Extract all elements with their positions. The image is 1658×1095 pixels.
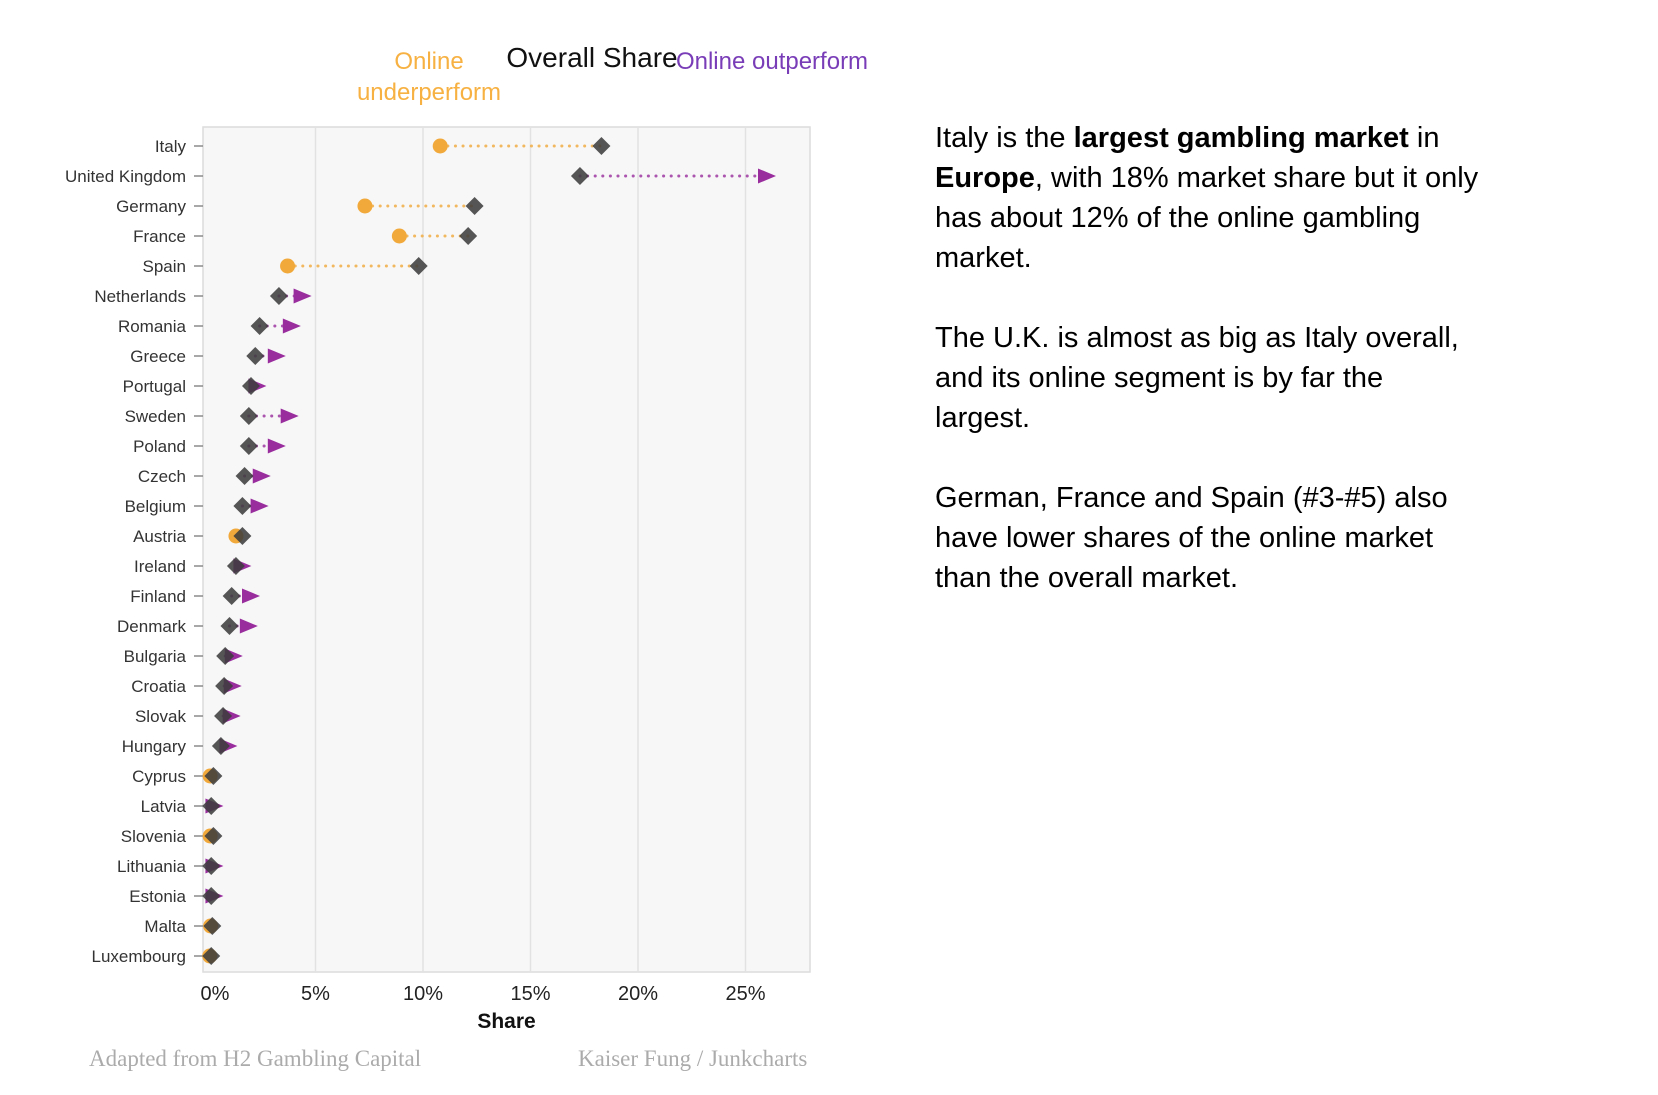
country-label-spain: Spain <box>143 257 186 276</box>
country-label-estonia: Estonia <box>129 887 186 906</box>
overall-marker-france <box>459 227 478 245</box>
x-tick-label: 5% <box>301 983 330 1005</box>
dumbbell-chart: Italy United Kingdom Germany France Spain Net… <box>65 126 811 1033</box>
overall-marker-croatia <box>215 677 234 695</box>
overall-marker-belgium <box>233 497 252 515</box>
online-marker-united-kingdom <box>758 168 776 184</box>
overall-marker-czech <box>235 467 254 485</box>
overall-marker-slovak <box>214 707 233 725</box>
country-label-slovak: Slovak <box>135 707 187 726</box>
commentary-paragraph-2: The U.K. is almost as big as Italy overa… <box>935 322 1459 434</box>
country-label-romania: Romania <box>118 317 187 336</box>
overall-marker-germany <box>465 197 484 215</box>
overall-marker-malta <box>203 917 222 935</box>
commentary-text: Italy is the <box>935 122 1074 154</box>
country-label-luxembourg: Luxembourg <box>91 947 186 966</box>
overall-marker-luxembourg <box>202 947 221 965</box>
legend-online-underperform: Online underperform <box>356 48 502 106</box>
country-label-czech: Czech <box>138 467 186 486</box>
legend-overall-share: Overall Share <box>506 42 678 73</box>
overall-marker-slovenia <box>204 827 223 845</box>
country-label-hungary: Hungary <box>122 737 187 756</box>
legend-online-outperform: Online outperform <box>675 48 869 75</box>
country-label-cyprus: Cyprus <box>132 767 186 786</box>
x-tick-label: 25% <box>725 983 765 1005</box>
country-label-italy: Italy <box>155 137 187 156</box>
overall-marker-greece <box>246 347 265 365</box>
x-tick-label: 20% <box>618 983 658 1005</box>
country-label-croatia: Croatia <box>131 677 186 696</box>
x-tick-label: 10% <box>403 983 443 1005</box>
overall-marker-united-kingdom <box>570 167 589 185</box>
online-marker-romania <box>282 318 301 334</box>
online-marker-italy <box>432 138 448 154</box>
country-label-united-kingdom: United Kingdom <box>65 167 186 186</box>
overall-marker-spain <box>409 257 428 275</box>
online-marker-finland <box>242 588 260 604</box>
country-label-lithuania: Lithuania <box>117 857 187 876</box>
country-label-bulgaria: Bulgaria <box>124 647 187 666</box>
commentary-paragraph-1: Italy is the largest gambling market in … <box>935 118 1483 278</box>
overall-marker-latvia <box>202 797 221 815</box>
x-tick-label: 15% <box>510 983 550 1005</box>
overall-marker-portugal <box>242 377 260 395</box>
overall-marker-estonia <box>202 887 221 905</box>
commentary-panel: Italy is the largest gambling market in … <box>935 118 1483 638</box>
online-marker-sweden <box>280 408 299 424</box>
overall-marker-denmark <box>220 617 239 635</box>
commentary-bold-text: Europe <box>935 162 1035 194</box>
commentary-bold-text: largest gambling market <box>1073 122 1409 154</box>
commentary-paragraph-3: German, France and Spain (#3-#5) also ha… <box>935 482 1448 594</box>
commentary-text: in <box>1408 122 1440 154</box>
online-marker-germany <box>357 198 373 214</box>
overall-marker-poland <box>239 437 258 455</box>
overall-marker-romania <box>250 317 269 335</box>
source-credit: Adapted from H2 Gambling Capital <box>89 1046 422 1071</box>
country-label-netherlands: Netherlands <box>94 287 186 306</box>
overall-marker-hungary <box>211 737 230 755</box>
overall-marker-sweden <box>239 407 258 425</box>
footer: Adapted from H2 Gambling Capital Kaiser … <box>0 1046 1658 1080</box>
overall-marker-bulgaria <box>216 647 235 665</box>
plot-area <box>202 126 811 973</box>
overall-marker-cyprus <box>204 767 223 785</box>
online-marker-spain <box>280 258 296 274</box>
overall-marker-austria <box>233 527 252 545</box>
online-marker-greece <box>267 348 286 364</box>
x-axis-title: Share <box>477 1010 535 1033</box>
country-label-portugal: Portugal <box>123 377 186 396</box>
country-label-austria: Austria <box>133 527 186 546</box>
online-marker-netherlands <box>293 288 312 304</box>
country-label-malta: Malta <box>144 917 186 936</box>
overall-marker-finland <box>222 587 241 605</box>
country-label-germany: Germany <box>116 197 186 216</box>
country-label-latvia: Latvia <box>141 797 187 816</box>
x-tick-label: 0% <box>201 983 230 1005</box>
online-marker-denmark <box>239 618 258 634</box>
overall-marker-netherlands <box>269 287 288 305</box>
online-marker-czech <box>252 468 271 484</box>
country-label-france: France <box>133 227 186 246</box>
author-credit: Kaiser Fung / Junkcharts <box>578 1046 808 1071</box>
country-label-sweden: Sweden <box>125 407 186 426</box>
country-label-poland: Poland <box>133 437 186 456</box>
country-label-denmark: Denmark <box>117 617 186 636</box>
overall-marker-italy <box>592 137 611 155</box>
country-label-slovenia: Slovenia <box>121 827 187 846</box>
country-label-ireland: Ireland <box>134 557 186 576</box>
online-marker-belgium <box>250 498 269 514</box>
country-label-greece: Greece <box>130 347 186 366</box>
commentary-text: , with 18% market share but it only has … <box>935 162 1479 274</box>
country-label-finland: Finland <box>130 587 186 606</box>
country-label-belgium: Belgium <box>125 497 186 516</box>
online-marker-poland <box>267 438 286 454</box>
online-marker-france <box>391 228 407 244</box>
overall-marker-ireland <box>226 557 245 575</box>
overall-marker-lithuania <box>202 857 221 875</box>
